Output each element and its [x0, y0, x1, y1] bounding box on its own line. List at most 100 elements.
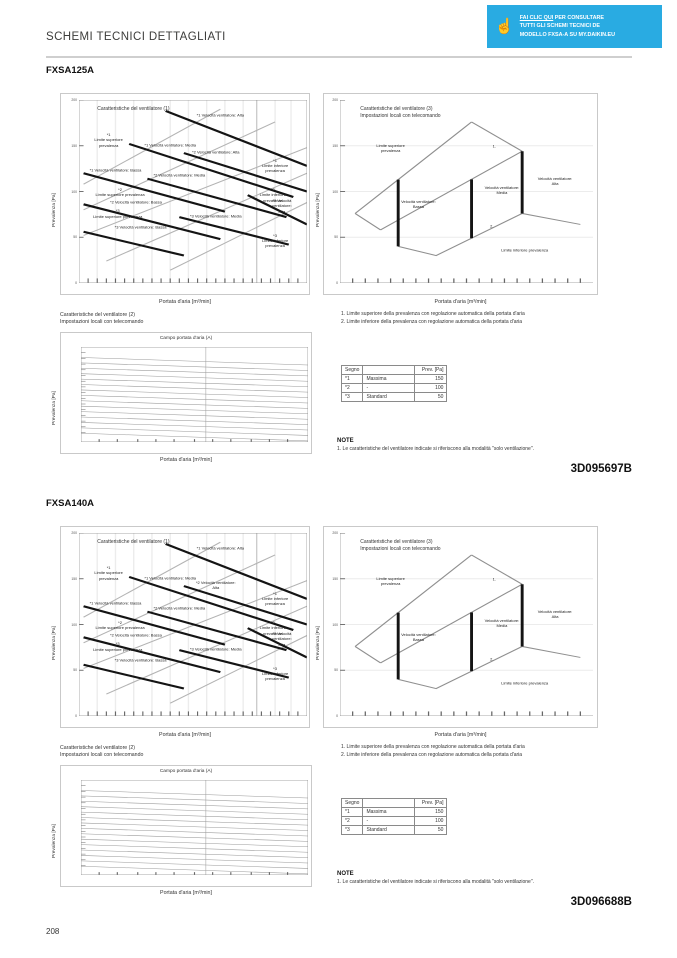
table-cell: Massima [362, 374, 416, 384]
y-axis-label: Prevalenza [Pa] [52, 391, 57, 425]
curve-label: Velocità ventilatore: Media [484, 617, 520, 628]
x-axis-label: Portata d'aria [m³/min] [159, 299, 211, 305]
table-cell: Segno [340, 365, 364, 375]
table-cell: Standard [362, 825, 416, 835]
curve-label: Velocità ventilatore: Alta [537, 608, 573, 619]
curve-label: *1 Velocità ventilatore: Media [144, 142, 196, 148]
table-cell: Segno [340, 798, 364, 808]
curve-label: *1 Velocità ventilatore: Media [144, 575, 196, 581]
curve-label: Limite inferiore prevalenza [501, 247, 549, 253]
chart-title: Caratteristiche del ventilatore (3) Impo… [360, 106, 441, 120]
chart-caption: Caratteristiche del ventilatore (2) Impo… [60, 745, 144, 759]
chart-footnotes: 1. Limite superiore della prevalenza con… [341, 311, 525, 327]
table-cell: Prev. [Pa] [414, 798, 448, 808]
y-axis-ticks: 200 150 100 50 0 [71, 531, 77, 718]
table-cell: 50 [414, 825, 448, 835]
curve-label: *1 Limite inferiore prevalenza [261, 158, 289, 174]
fan-characteristics-chart-2: Campo portata d'aria (A) [60, 765, 312, 887]
table-row: *2 - 100 [340, 816, 448, 826]
y-axis-label: Prevalenza [Pa] [52, 626, 57, 660]
x-axis-label: Portata d'aria [m³/min] [434, 299, 487, 305]
curve-label: *1 Limite superiore prevalenza [94, 132, 123, 148]
curve-label: Velocità ventilatore: Bassa [401, 632, 436, 643]
curve-label: *2 Velocità ventilatore: Media [153, 605, 206, 611]
fan-characteristics-chart-3: 200 150 100 50 0 [323, 93, 598, 295]
curve-label: *2 Velocità ventilatore: Bassa [110, 198, 162, 204]
curve-label: *3 Limite superiore prevalenza [93, 208, 143, 219]
chart-inner-title: Campo portata d'aria (A) [159, 336, 213, 341]
curve-label: Limite superiore prevalenza [376, 575, 405, 586]
curve-label: Velocità ventilatore: Bassa [401, 199, 436, 210]
table-row: *1 Massima 150 [340, 374, 448, 384]
y-axis-label: Prevalenza [Pa] [316, 193, 321, 227]
table-cell: *3 [340, 825, 364, 835]
x-axis-label: Portata d'aria [m³/min] [160, 457, 212, 463]
daikin-link-banner[interactable]: ☝ FAI CLIC QUI PER CONSULTARE TUTTI GLI … [487, 5, 662, 48]
table-cell: 100 [414, 816, 448, 826]
table-cell: - [362, 383, 416, 393]
model-title: FXSA125A [46, 65, 95, 76]
y-axis-label: Prevalenza [Pa] [316, 626, 321, 660]
chart-title: Caratteristiche del ventilatore (3) Impo… [360, 539, 441, 553]
plot-area: Caratteristiche del ventilatore (1) *1 V… [79, 100, 307, 283]
fan-envelope-svg [340, 533, 593, 716]
table-cell: Massima [362, 807, 416, 817]
curve-label: *2 Velocità ventilatore: Alta [196, 579, 236, 591]
banner-text: FAI CLIC QUI PER CONSULTARE TUTTI GLI SC… [519, 15, 616, 38]
curve-label: *3 Velocità ventilatore: Media [190, 646, 242, 652]
curve-label: Velocità ventilatore: Media [484, 184, 520, 195]
curve-label: *1 Velocità ventilatore: Alta [196, 112, 245, 118]
plot-area: Caratteristiche del ventilatore (3) Impo… [340, 100, 593, 283]
table-cell: 150 [414, 374, 448, 384]
note-block: NOTE 1. Le caratteristiche del ventilato… [337, 438, 552, 453]
table-cell: Standard [362, 392, 416, 402]
banner-link-text[interactable]: FAI CLIC QUI [519, 15, 554, 22]
table-row: *3 Standard 50 [340, 392, 448, 402]
document-code: 3D095697B [570, 463, 632, 475]
table-cell: 100 [414, 383, 448, 393]
document-code: 3D096688B [570, 896, 632, 908]
model-section: FXSA140A 200 150 100 50 0 [0, 498, 677, 931]
curve-label: *3 Velocità ventilatore: Media [190, 213, 242, 219]
table-cell: *2 [340, 816, 364, 826]
table-header-row: Segno Prev. [Pa] [340, 365, 448, 375]
table-cell [362, 365, 416, 375]
table-row: *3 Standard 50 [340, 825, 448, 835]
curve-label: *2 Limite superiore prevalenza [95, 619, 145, 630]
curve-label: *3 Limite superiore prevalenza [93, 641, 143, 652]
note-body: 1. Le caratteristiche del ventilatore in… [337, 446, 534, 452]
curve-label: *1 Limite inferiore prevalenza [261, 591, 289, 607]
airflow-range-svg [81, 347, 308, 442]
plot-area: Caratteristiche del ventilatore (3) Impo… [340, 533, 593, 716]
table-header-row: Segno Prev. [Pa] [340, 798, 448, 808]
model-title: FXSA140A [46, 498, 95, 509]
note-heading: NOTE [337, 871, 354, 877]
curve-label: *1 Velocità ventilatore: Bassa [89, 599, 142, 605]
chart-caption: Caratteristiche del ventilatore (2) Impo… [60, 312, 144, 326]
table-row: *1 Massima 150 [340, 807, 448, 817]
fan-characteristics-chart-1: 200 150 100 50 0 [60, 93, 310, 295]
table-cell: *3 [340, 392, 364, 402]
table-row: *2 - 100 [340, 383, 448, 393]
airflow-range-svg [81, 780, 308, 875]
curve-label: *3 Limite inferiore prevalenza [261, 233, 289, 249]
header-divider [46, 56, 632, 58]
curve-label: *2 Velocità ventilatore: Bassa [110, 631, 162, 637]
chart-title: Caratteristiche del ventilatore (1) [97, 106, 170, 113]
annotation-label: 1. [492, 143, 496, 149]
y-axis-label: Prevalenza [Pa] [52, 193, 57, 227]
fan-envelope-svg [340, 100, 593, 283]
note-body: 1. Le caratteristiche del ventilatore in… [337, 879, 534, 885]
annotation-label: 2. [490, 223, 494, 229]
chart-footnotes: 1. Limite superiore della prevalenza con… [341, 744, 525, 760]
prevalenza-table: Segno Prev. [Pa] *1 Massima 150 *2 - 100… [340, 365, 448, 402]
page-number: 208 [46, 927, 60, 936]
y-axis-ticks: 200 150 100 50 0 [71, 98, 77, 285]
curve-label: *3 Velocità ventilatore: Bassa [114, 657, 167, 663]
curve-label: *3 Limite inferiore prevalenza [261, 666, 289, 682]
hand-pointer-icon: ☝ [495, 18, 514, 35]
y-axis-ticks: 200 150 100 50 0 [332, 531, 338, 718]
annotation-label: 1. [492, 576, 496, 582]
footnote-1: 1. Limite superiore della prevalenza con… [341, 311, 525, 317]
curve-label: *3 Velocità ventilatore: Alta [272, 198, 292, 214]
